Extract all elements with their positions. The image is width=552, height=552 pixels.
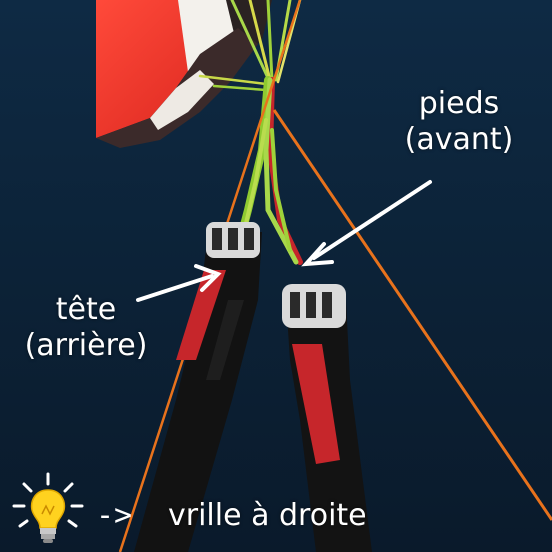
rear-risers: [134, 222, 262, 552]
arrow-head-front: [301, 242, 334, 267]
annotation-arrows: [136, 180, 432, 302]
arrow-to-front-risers: [312, 180, 432, 260]
rear-label-line1: tête: [55, 292, 117, 327]
canopy: [96, 0, 272, 148]
rear-label-line2: (arrière): [24, 328, 148, 363]
tip-arrow: ->: [96, 498, 133, 533]
front-risers: [282, 284, 372, 552]
arrow-to-rear-risers: [136, 274, 214, 302]
arrow-head-rear: [194, 264, 222, 292]
lightbulb-icon: [12, 472, 84, 543]
front-label-line2: (avant): [404, 122, 514, 157]
front-label-line1: pieds: [418, 86, 500, 121]
front-risers-label: pieds (avant): [384, 86, 534, 158]
tip-text: vrille à droite: [168, 498, 367, 533]
rear-risers-label: tête (arrière): [2, 292, 170, 364]
